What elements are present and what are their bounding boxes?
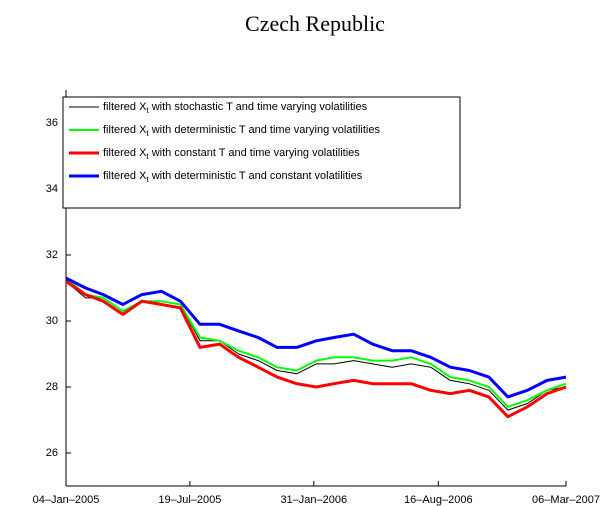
y-tick-label: 34 [46, 183, 58, 195]
x-tick-label: 06–Mar–2007 [532, 494, 600, 506]
y-tick-label: 28 [46, 381, 58, 393]
y-tick-label: 26 [46, 447, 58, 459]
legend-box [62, 96, 461, 209]
x-tick-label: 04–Jan–2005 [33, 494, 100, 506]
x-tick-label: 31–Jan–2006 [280, 494, 347, 506]
y-tick-label: 30 [46, 315, 58, 327]
series-line [65, 276, 567, 399]
y-tick-label: 36 [46, 117, 58, 129]
legend-label: filtered Xt with deterministic T and tim… [103, 124, 380, 138]
y-tick-label: 32 [46, 249, 58, 261]
x-tick-label: 19–Jul–2005 [158, 494, 221, 506]
legend-label: filtered Xt with deterministic T and con… [103, 170, 363, 184]
chart-title: Czech Republic [245, 11, 385, 36]
series-line [65, 280, 567, 419]
x-tick-label: 16–Aug–2006 [404, 494, 473, 506]
legend-label: filtered Xt with stochastic T and time v… [103, 101, 368, 115]
legend-label: filtered Xt with constant T and time var… [103, 147, 360, 161]
